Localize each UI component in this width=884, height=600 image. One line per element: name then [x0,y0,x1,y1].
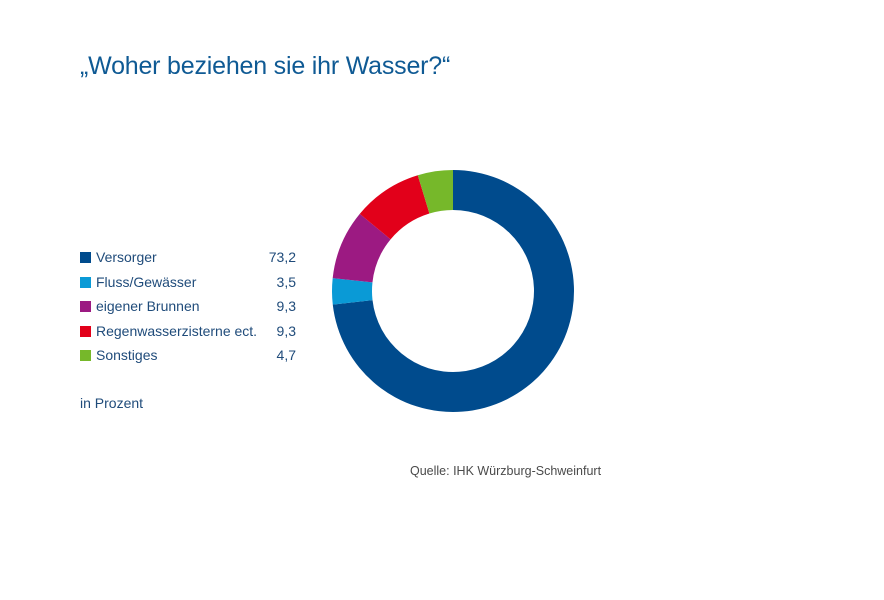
legend-swatch-sonstiges [80,350,91,361]
legend-value-zisterne: 9,3 [276,322,296,339]
legend-item-sonstiges: Sonstiges 4,7 [80,345,300,370]
legend-item-brunnen: eigener Brunnen 9,3 [80,296,300,321]
legend: Versorger 73,2 Fluss/Gewässer 3,5 eigene… [80,247,300,370]
donut-slice-zisterne [359,175,430,240]
legend-value-fluss: 3,5 [276,273,296,290]
donut-slice-fluss [332,278,373,305]
legend-item-versorger: Versorger 73,2 [80,247,300,272]
legend-value-sonstiges: 4,7 [276,347,296,363]
source-note: Quelle: IHK Würzburg-Schweinfurt [410,464,602,478]
legend-label-zisterne: Regenwasserzisterne ect. [96,322,258,339]
legend-value-versorger: 73,2 [268,249,296,265]
legend-label-fluss: Fluss/Gewässer [96,273,197,290]
donut-chart [332,170,574,412]
donut-slice-brunnen [332,213,391,283]
chart-title: „Woher beziehen sie ihr Wasser?“ [80,52,451,80]
legend-label-sonstiges: Sonstiges [96,347,158,363]
donut-slice-sonstiges [417,170,453,214]
legend-swatch-versorger [80,252,91,263]
unit-note: in Prozent [80,395,144,411]
legend-item-fluss: Fluss/Gewässer 3,5 [80,272,300,297]
legend-item-zisterne: Regenwasserzisterne ect. 9,3 [80,321,300,346]
donut-slice-versorger [332,170,574,412]
legend-swatch-zisterne [80,325,91,337]
legend-value-brunnen: 9,3 [276,298,296,314]
legend-swatch-brunnen [80,301,91,312]
legend-label-versorger: Versorger [96,249,157,265]
legend-swatch-fluss [80,276,91,288]
legend-label-brunnen: eigener Brunnen [96,298,200,314]
